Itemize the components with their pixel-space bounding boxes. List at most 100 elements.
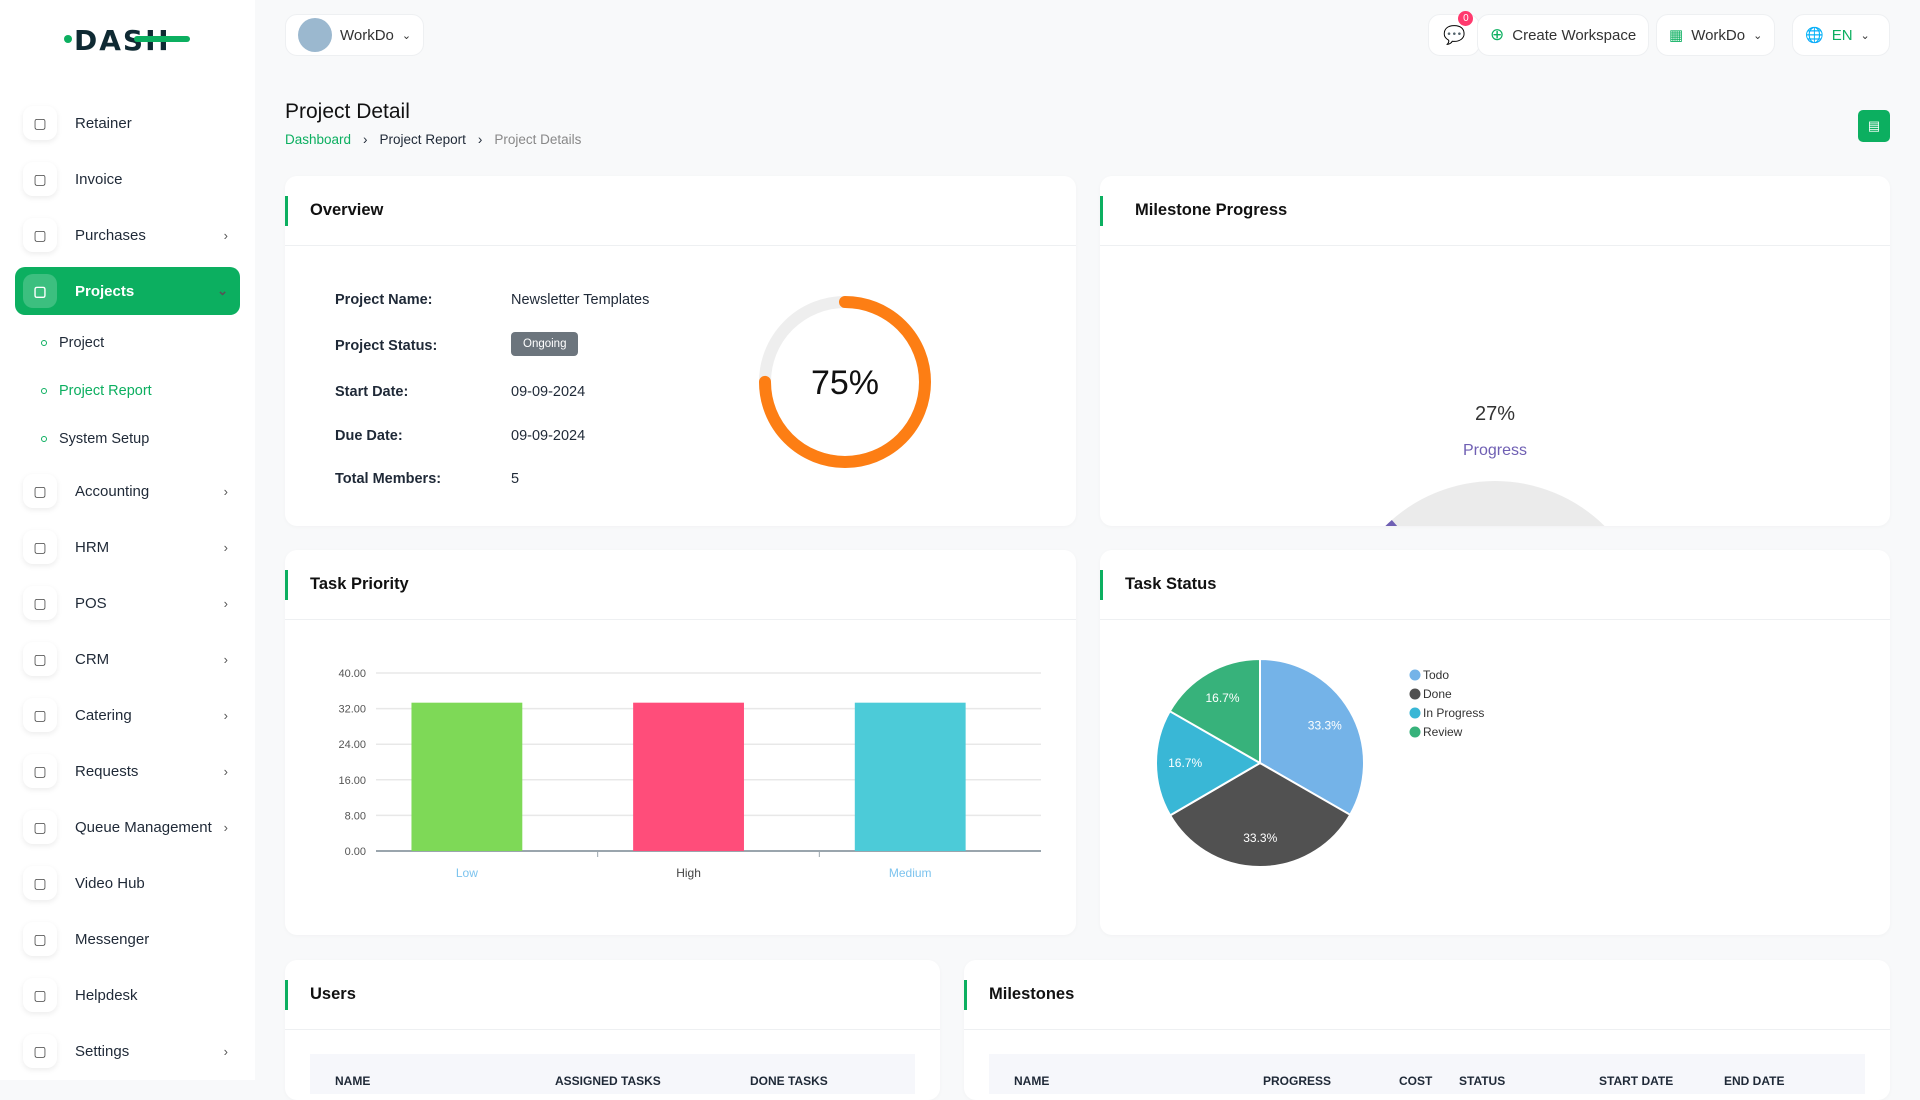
sidebar-item-catering[interactable]: ▢ Catering › bbox=[15, 687, 240, 743]
cart-icon: ▢ bbox=[23, 218, 57, 252]
company-selector[interactable]: ▦ WorkDo ⌄ bbox=[1656, 14, 1776, 56]
helpdesk-icon: ▢ bbox=[23, 978, 57, 1012]
card-title: Milestones bbox=[964, 960, 1890, 1030]
pie-slice-review bbox=[1168, 657, 1261, 765]
column-header[interactable]: PROGRESS bbox=[1263, 1074, 1332, 1088]
sidebar-item-helpdesk[interactable]: ▢ Helpdesk bbox=[15, 967, 240, 1023]
company-name: WorkDo bbox=[1691, 26, 1746, 44]
notification-badge: 0 bbox=[1458, 11, 1474, 26]
field-label: Project Status: bbox=[335, 338, 438, 354]
column-header[interactable]: NAME bbox=[335, 1074, 371, 1088]
chevron-right-icon: › bbox=[223, 763, 228, 779]
sidebar-item-accounting[interactable]: ▢ Accounting › bbox=[15, 463, 240, 519]
sidebar-item-purchases[interactable]: ▢ Purchases › bbox=[15, 207, 240, 263]
sidebar-item-video-hub[interactable]: ▢ Video Hub bbox=[15, 855, 240, 911]
chevron-right-icon: › bbox=[223, 819, 228, 835]
invoice-icon: ▢ bbox=[23, 162, 57, 196]
accounting-icon: ▢ bbox=[23, 474, 57, 508]
sidebar-item-invoice[interactable]: ▢ Invoice bbox=[15, 151, 240, 207]
y-tick-label: 40.00 bbox=[338, 668, 366, 680]
chevron-down-icon: ⌄ bbox=[1860, 29, 1870, 42]
sidebar-item-settings[interactable]: ▢ Settings › bbox=[15, 1023, 240, 1079]
legend-swatch bbox=[1409, 726, 1421, 738]
column-header[interactable]: COST bbox=[1399, 1074, 1433, 1088]
column-header[interactable]: DONE TASKS bbox=[750, 1074, 828, 1088]
users-table-header: NAME ASSIGNED TASKS DONE TASKS bbox=[310, 1054, 915, 1094]
overview-field: Start Date: 09-09-2024 bbox=[335, 384, 585, 400]
sidebar-item-retainer[interactable]: ▢ Retainer bbox=[15, 95, 240, 151]
sidebar-item-pos[interactable]: ▢ POS › bbox=[15, 575, 240, 631]
sidebar-item-label: Messenger bbox=[75, 930, 150, 948]
sidebar-subitem-project-report[interactable]: Project Report bbox=[15, 367, 240, 415]
pie-data-label: 16.7% bbox=[1205, 691, 1239, 705]
column-header[interactable]: START DATE bbox=[1599, 1074, 1674, 1088]
create-workspace-button[interactable]: ⊕ Create Workspace bbox=[1477, 14, 1650, 56]
y-tick-label: 0.00 bbox=[345, 846, 366, 858]
legend-label: In Progress bbox=[1423, 706, 1484, 720]
chevron-down-icon: ⌄ bbox=[217, 283, 228, 298]
dash-logo[interactable]: DASH bbox=[64, 24, 190, 54]
donut-progress-arc bbox=[759, 296, 931, 468]
gauge-track bbox=[1385, 481, 1605, 526]
users-card: Users NAME ASSIGNED TASKS DONE TASKS bbox=[285, 960, 940, 1100]
chevron-right-icon: › bbox=[363, 132, 368, 147]
sidebar-item-label: Accounting bbox=[75, 482, 150, 500]
y-tick-label: 24.00 bbox=[338, 739, 366, 751]
legend-label: Done bbox=[1423, 687, 1452, 701]
create-workspace-label: Create Workspace bbox=[1512, 26, 1637, 44]
card-title: Milestone Progress bbox=[1100, 176, 1890, 246]
card-title: Task Status bbox=[1100, 550, 1890, 620]
card-title: Overview bbox=[285, 176, 1076, 246]
breadcrumb: Dashboard › Project Report › Project Detai… bbox=[285, 132, 581, 147]
x-tick-label: Medium bbox=[889, 866, 932, 880]
export-button[interactable]: ▤ bbox=[1858, 110, 1890, 142]
breadcrumb-current: Project Details bbox=[494, 132, 582, 147]
sidebar-item-label: Settings bbox=[75, 1042, 130, 1060]
breadcrumb-dashboard[interactable]: Dashboard bbox=[285, 132, 352, 147]
pie-slice-todo bbox=[1259, 657, 1365, 817]
chevron-right-icon: › bbox=[223, 1043, 228, 1059]
task-status-card: Task Status 33.3% Todo 33.3% Done 16.7% In Pr… bbox=[1100, 550, 1890, 935]
y-tick-label: 32.00 bbox=[338, 704, 366, 716]
milestones-card: Milestones NAME PROGRESS COST STATUS STA… bbox=[964, 960, 1890, 1100]
column-header[interactable]: NAME bbox=[1014, 1074, 1050, 1088]
plus-circle-icon: ⊕ bbox=[1490, 25, 1505, 44]
overview-field: Project Name: Newsletter Templates bbox=[335, 292, 649, 308]
sidebar-item-projects[interactable]: ▢ Projects ⌄ bbox=[15, 267, 240, 315]
column-header[interactable]: END DATE bbox=[1724, 1074, 1785, 1088]
sidebar-item-label: Purchases bbox=[75, 226, 146, 244]
column-header[interactable]: STATUS bbox=[1459, 1074, 1506, 1088]
column-header[interactable]: ASSIGNED TASKS bbox=[555, 1074, 661, 1088]
language-code: EN bbox=[1831, 26, 1853, 44]
sidebar-item-label: HRM bbox=[75, 538, 110, 556]
catering-icon: ▢ bbox=[23, 698, 57, 732]
language-selector[interactable]: 🌐 EN ⌄ bbox=[1792, 14, 1890, 56]
sidebar-item-queue-management[interactable]: ▢ Queue Management › bbox=[15, 799, 240, 855]
sidebar-subitem-label: Project Report bbox=[59, 383, 152, 399]
sidebar-item-hrm[interactable]: ▢ HRM › bbox=[15, 519, 240, 575]
sidebar-subitem-project[interactable]: Project bbox=[15, 319, 240, 367]
milestones-table-header: NAME PROGRESS COST STATUS START DATE END… bbox=[989, 1054, 1865, 1094]
globe-icon: 🌐 bbox=[1805, 27, 1824, 44]
field-value: 09-09-2024 bbox=[511, 384, 586, 400]
sidebar-item-label: Projects bbox=[75, 282, 135, 300]
field-label: Start Date: bbox=[335, 384, 409, 400]
sidebar-item-label: POS bbox=[75, 594, 107, 612]
pie-slice-done bbox=[1168, 761, 1352, 868]
page-title: Project Detail bbox=[285, 100, 410, 123]
video-icon: ▢ bbox=[23, 866, 57, 900]
bar-medium bbox=[854, 702, 966, 851]
sidebar-item-crm[interactable]: ▢ CRM › bbox=[15, 631, 240, 687]
chevron-right-icon: › bbox=[223, 651, 228, 667]
sidebar-subitem-system-setup[interactable]: System Setup bbox=[15, 415, 240, 463]
file-download-icon: ▤ bbox=[1867, 118, 1881, 133]
chevron-right-icon: › bbox=[477, 132, 483, 147]
breadcrumb-project-report[interactable]: Project Report bbox=[379, 132, 466, 147]
sidebar-item-requests[interactable]: ▢ Requests › bbox=[15, 743, 240, 799]
gauge-label: Progress bbox=[1463, 442, 1527, 459]
task-priority-chart: 0.00 8.00 16.00 24.00 32.00 40.00 Low High Mediu… bbox=[338, 668, 1041, 880]
messages-button[interactable]: 💬 0 bbox=[1428, 11, 1481, 56]
gauge-fill bbox=[1385, 519, 1398, 526]
workspace-selector[interactable]: WorkDo ⌄ bbox=[285, 14, 425, 56]
sidebar-item-messenger[interactable]: ▢ Messenger bbox=[15, 911, 240, 967]
